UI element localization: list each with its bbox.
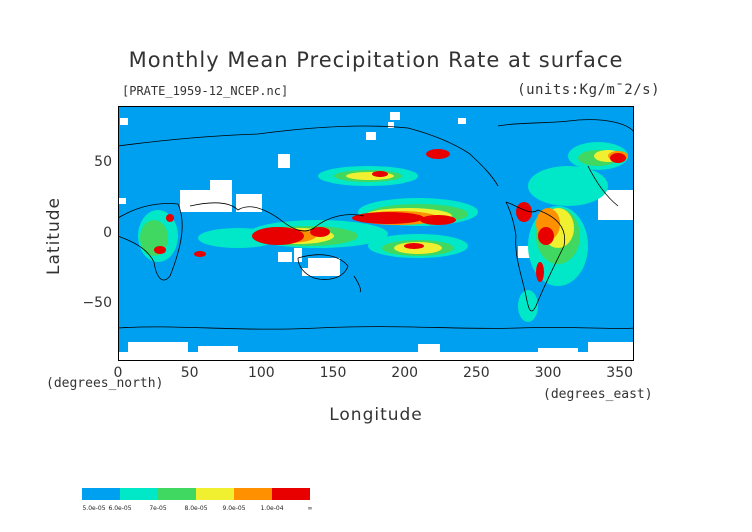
units-label: (units:Kg/m¯2/s) — [517, 82, 660, 98]
colorbar-segment — [272, 488, 310, 500]
colorbar-segment — [158, 488, 196, 500]
colorbar-label: 5.0e-05 — [82, 505, 106, 512]
precip-red-layer — [154, 149, 626, 282]
x-tick-label: 300 — [534, 365, 562, 381]
colorbar-segment — [234, 488, 272, 500]
x-tick-label: 350 — [606, 365, 634, 381]
colorbar-label: 8.0e-05 — [184, 505, 208, 512]
x-tick-label: 200 — [391, 365, 419, 381]
colorbar — [82, 488, 310, 500]
colorbar-segment — [196, 488, 234, 500]
map-canvas — [118, 106, 634, 361]
y-units-label: (degrees_north) — [46, 376, 164, 391]
precipitation-map — [118, 106, 634, 361]
x-tick-label: 150 — [319, 365, 347, 381]
y-tick-label: 50 — [94, 153, 112, 170]
colorbar-segment — [120, 488, 158, 500]
x-tick-label: 50 — [180, 365, 199, 381]
x-tick-label: 250 — [462, 365, 490, 381]
file-label: [PRATE_1959-12_NCEP.nc] — [122, 84, 289, 98]
x-tick-label: 100 — [247, 365, 275, 381]
colorbar-label: 7e-05 — [149, 505, 167, 512]
y-tick-label: 0 — [103, 224, 112, 241]
x-tick-label: 0 — [113, 365, 123, 381]
colorbar-label: 9.0e-05 — [222, 505, 246, 512]
y-tick-label: −50 — [82, 295, 112, 312]
colorbar-label: 1.0e-04 — [260, 505, 284, 512]
coastline-layer — [118, 119, 634, 330]
y-axis-label: Latitude — [44, 197, 64, 275]
x-units-label: (degrees_east) — [543, 387, 653, 402]
map-frame — [118, 106, 634, 361]
missing-data-layer — [118, 112, 634, 361]
x-axis-label: Longitude — [329, 405, 423, 425]
colorbar-label: 6.0e-05 — [108, 505, 132, 512]
map-title: Monthly Mean Precipitation Rate at surfa… — [128, 48, 624, 72]
colorbar-segment — [82, 488, 120, 500]
colorbar-label: ∞ — [307, 505, 313, 512]
